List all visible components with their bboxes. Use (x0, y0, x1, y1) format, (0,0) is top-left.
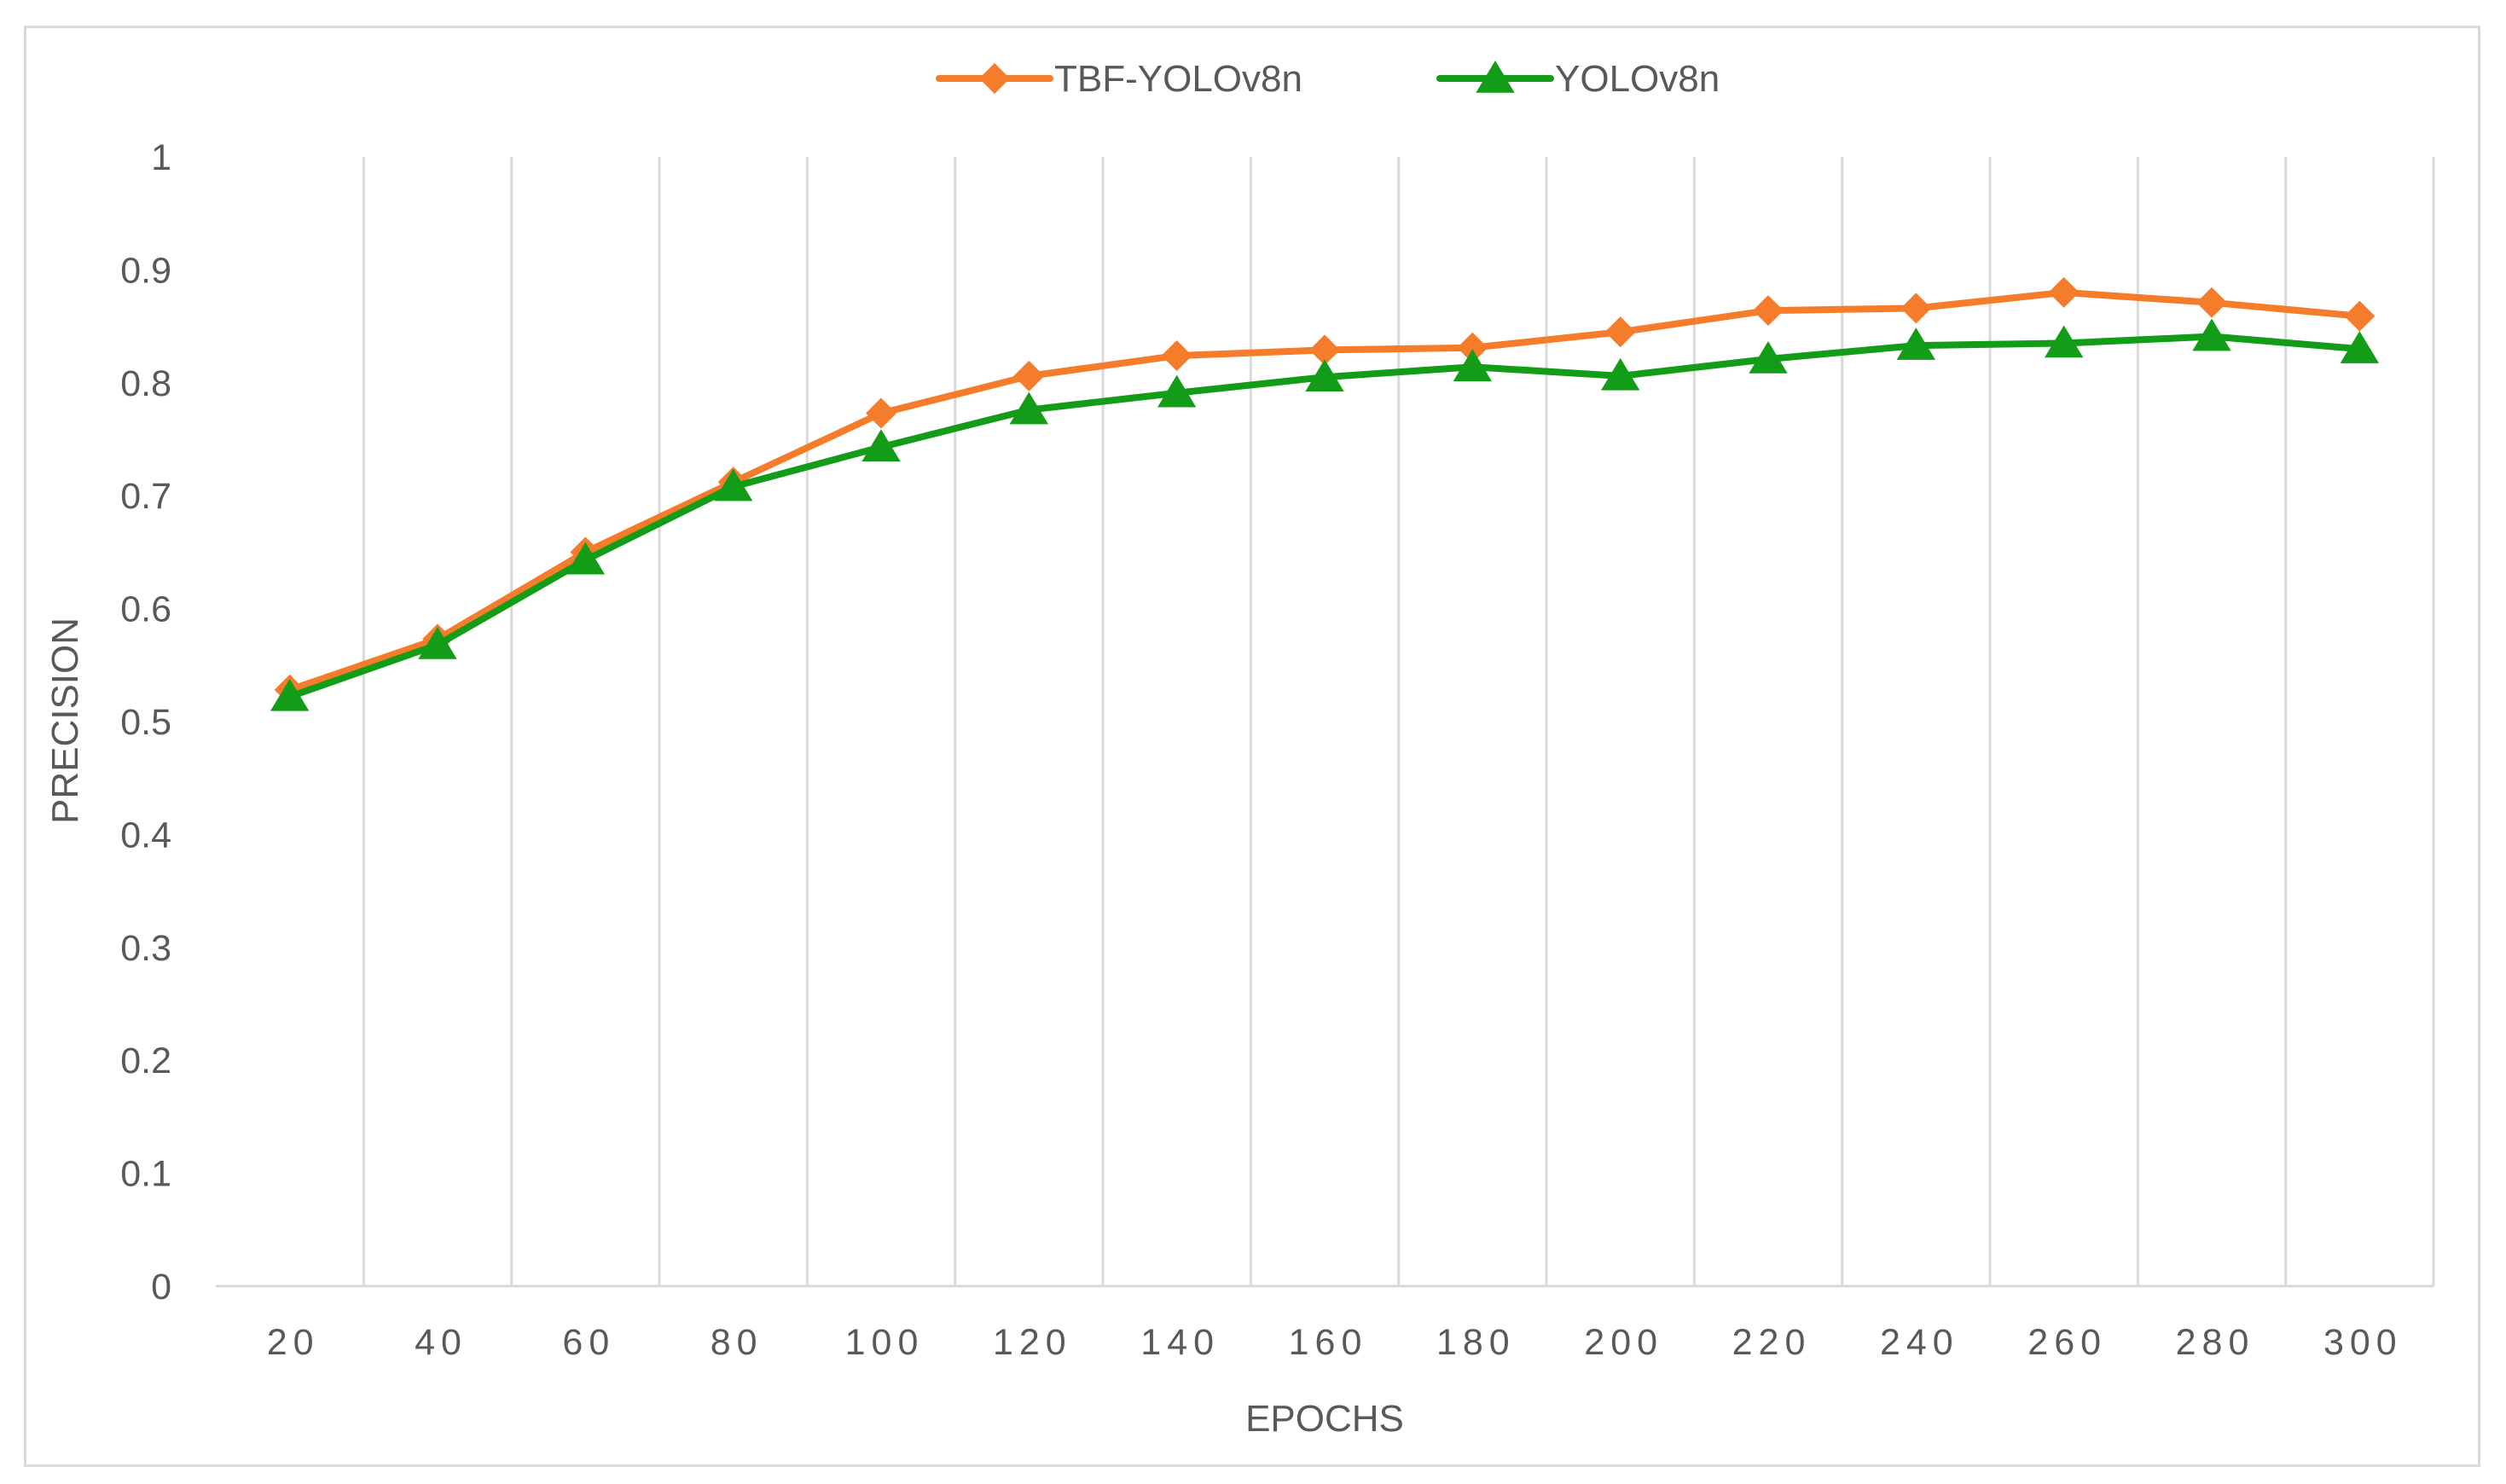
data-point (2048, 276, 2080, 308)
y-axis-title: PRECISION (44, 617, 86, 824)
x-tick-label: 20 (267, 1322, 320, 1363)
legend-label: YOLOv8n (1555, 58, 1720, 100)
y-tick-label: 1 (151, 137, 171, 178)
data-point (866, 397, 896, 429)
x-tick-label: 140 (1140, 1322, 1220, 1363)
x-tick-label: 260 (2027, 1322, 2107, 1363)
y-tick-label: 0 (151, 1267, 171, 1307)
legend-item: YOLOv8n (1436, 58, 1720, 100)
data-point (1305, 359, 1344, 391)
x-tick-label: 180 (1436, 1322, 1516, 1363)
data-point (2044, 325, 2084, 358)
x-tick-label: 60 (562, 1322, 615, 1363)
legend-label: TBF-YOLOv8n (1054, 58, 1302, 100)
data-point (1900, 293, 1932, 324)
data-point (1161, 340, 1192, 372)
data-point (1600, 357, 1640, 391)
data-point (1453, 349, 1493, 382)
x-tick-label: 200 (1584, 1322, 1663, 1363)
data-point (1604, 316, 1636, 348)
data-point (1896, 328, 1936, 360)
data-point (418, 626, 457, 659)
x-tick-label: 100 (845, 1322, 925, 1363)
data-point (270, 678, 310, 711)
x-tick-labels: 20 40 60 80 100 120 140 160 180 200 220 240 260 280 30… (267, 1322, 2403, 1363)
data-point (1157, 374, 1197, 408)
data-point (2196, 287, 2227, 318)
y-tick-label: 0.7 (120, 476, 171, 517)
data-point (713, 468, 753, 501)
series-yolov8n (270, 318, 2380, 711)
x-tick-label: 80 (711, 1322, 763, 1363)
x-tick-label: 220 (1732, 1322, 1812, 1363)
y-tick-labels: 0 0.1 0.2 0.3 0.4 0.5 0.6 0.7 0.8 0.9 1 (120, 137, 171, 1307)
series-lines (270, 276, 2380, 711)
y-tick-label: 0.2 (120, 1041, 171, 1081)
y-tick-label: 0.4 (120, 814, 171, 855)
x-tick-label: 120 (993, 1322, 1072, 1363)
y-tick-label: 0.6 (120, 589, 171, 630)
x-axis-title: EPOCHS (1245, 1398, 1404, 1440)
legend: TBF-YOLOv8n YOLOv8n (936, 58, 1720, 100)
y-tick-label: 0.1 (120, 1154, 171, 1195)
data-point (2192, 318, 2231, 351)
x-tick-label: 160 (1289, 1322, 1368, 1363)
legend-item: TBF-YOLOv8n (936, 58, 1302, 100)
x-tick-label: 240 (1880, 1322, 1959, 1363)
y-tick-label: 0.9 (120, 250, 171, 291)
data-point (1749, 340, 1788, 374)
data-point (566, 542, 606, 575)
data-point (1753, 295, 1784, 327)
x-tick-label: 280 (2176, 1322, 2255, 1363)
y-tick-label: 0.3 (120, 928, 171, 969)
x-tick-label: 40 (415, 1322, 467, 1363)
y-tick-label: 0.8 (120, 363, 171, 404)
data-point (2344, 300, 2375, 332)
vertical-gridlines (362, 157, 2435, 1286)
chart-frame (24, 26, 2480, 1467)
data-point (1009, 391, 1049, 425)
data-point (1457, 332, 1488, 363)
x-tick-label: 300 (2323, 1322, 2403, 1363)
data-point (1309, 334, 1340, 366)
data-point (2340, 331, 2380, 363)
legend-marker (979, 63, 1010, 94)
data-point (861, 429, 901, 462)
data-point (1013, 360, 1045, 391)
legend-marker (1476, 61, 1515, 93)
y-tick-label: 0.5 (120, 702, 171, 743)
